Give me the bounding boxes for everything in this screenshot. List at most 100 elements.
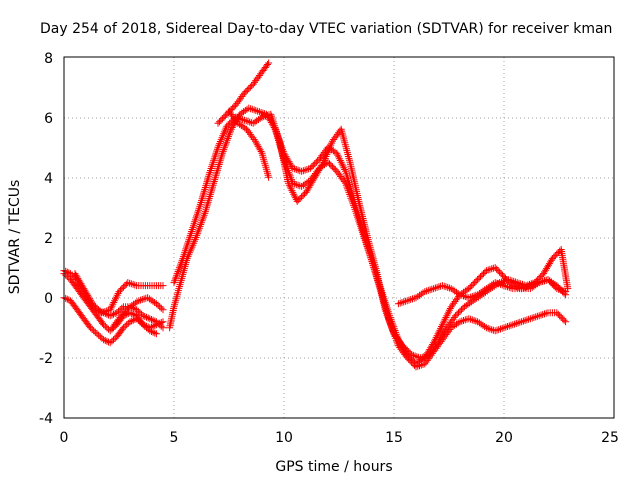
data-point [286,183,294,191]
data-point [63,295,71,303]
data-point [453,310,461,318]
data-point [433,283,441,291]
data-point [559,288,567,296]
data-point [101,308,109,315]
data-point [143,313,150,321]
data-point [123,321,131,329]
data-point [201,185,209,193]
data-point [409,357,417,365]
data-point [482,267,490,275]
data-point [291,192,299,200]
data-point [394,300,402,308]
data-point [518,285,526,293]
data-point [101,322,109,330]
x-tick-label: 25 [601,430,619,446]
data-point [159,282,167,290]
data-point [89,300,97,308]
data-point [532,313,540,321]
data-point [110,299,118,306]
data-point [500,282,508,290]
data-point [242,88,250,96]
data-point [93,304,101,312]
data-point [444,310,452,318]
data-point [173,271,181,279]
data-point [202,182,210,190]
data-point [106,339,114,347]
data-point [134,316,142,324]
data-point [495,326,503,334]
data-point [250,106,258,114]
data-point [108,302,116,310]
data-point [255,108,263,116]
data-point [488,326,496,334]
data-point [511,278,519,286]
data-point [421,288,429,296]
data-point [458,291,466,299]
data-point [206,168,214,176]
data-point [467,315,475,323]
data-point [472,291,480,299]
data-point [562,318,570,326]
data-point [519,317,527,325]
data-point [392,328,400,336]
data-point [444,283,452,291]
data-point [289,188,297,196]
data-point [195,224,203,232]
data-point [93,330,101,338]
data-point [554,283,562,291]
data-point [461,316,469,324]
data-point [486,265,494,273]
data-point [505,283,513,291]
data-point [504,323,511,330]
data-point [278,148,286,156]
data-point [290,190,298,198]
data-point [311,160,319,168]
data-point [210,157,218,165]
data-point [516,318,524,326]
data-point [211,176,219,184]
data-point [296,194,304,202]
data-point [423,287,431,295]
data-point [475,274,483,282]
data-point [472,317,480,325]
data-point [116,306,124,314]
x-tick-label: 15 [385,430,403,446]
data-point [151,329,159,337]
data-point [511,320,519,328]
data-point [117,312,125,320]
data-point [389,321,397,329]
data-point [466,283,474,291]
data-point [502,274,509,282]
data-point [458,306,465,314]
data-point [470,317,478,324]
data-point [445,284,453,292]
y-tick-label: 8 [44,51,53,67]
data-point [233,118,240,125]
data-point [438,323,445,330]
data-point [289,179,297,187]
series-track-k [394,276,570,308]
data-point [124,279,132,287]
data-point [454,319,462,327]
data-point [115,307,122,315]
data-point [293,197,301,205]
data-point [334,151,342,159]
data-point [100,321,108,329]
data-point [523,283,531,291]
data-point [243,86,251,94]
data-point [105,338,112,346]
data-point [513,279,521,287]
y-ticks: -4 -2 0 2 4 6 8 [39,51,53,427]
data-point [548,255,556,263]
data-point [159,306,167,314]
data-point [499,271,506,279]
series-track-d [71,270,167,317]
data-point [537,278,545,286]
data-point [204,198,212,206]
data-point [491,327,499,335]
data-point [115,288,123,296]
data-point [491,264,499,272]
data-point [203,178,211,186]
data-point [443,312,451,320]
